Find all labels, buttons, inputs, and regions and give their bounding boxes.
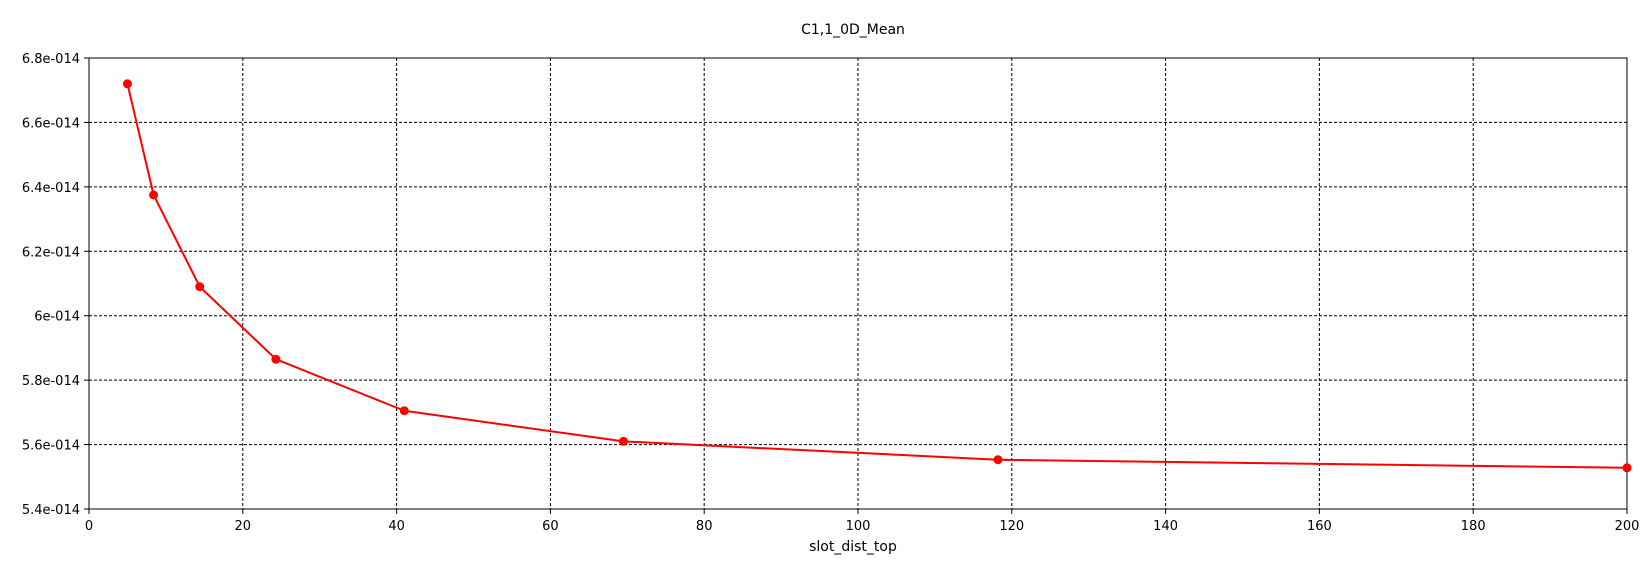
x-tick-label: 20 (235, 519, 252, 534)
y-tick-label: 5.4e-014 (22, 503, 80, 518)
x-tick-label: 200 (1615, 519, 1640, 534)
x-tick-label: 0 (85, 519, 93, 534)
x-tick-label: 120 (999, 519, 1024, 534)
x-axis-label: slot_dist_top (809, 539, 897, 555)
series-layer (122, 79, 1632, 473)
chart-title: C1,1_0D_Mean (801, 22, 905, 38)
x-tick-label: 40 (388, 519, 405, 534)
y-tick-label: 5.6e-014 (22, 439, 80, 454)
y-tick-label: 6.2e-014 (22, 245, 80, 260)
y-tick-label: 6.8e-014 (22, 52, 80, 67)
tick-layer: 0 20 40 60 80 100 120 140 160 180 200 5.4e-014 5.6e-… (22, 52, 1640, 534)
x-tick-label: 160 (1307, 519, 1332, 534)
x-tick-label: 180 (1461, 519, 1486, 534)
y-tick-label: 6.6e-014 (22, 116, 80, 131)
data-point (618, 436, 628, 446)
y-tick-label: 6e-014 (34, 310, 80, 325)
y-tick-label: 5.8e-014 (22, 374, 80, 389)
data-point (399, 406, 409, 416)
data-point (122, 79, 132, 89)
series-line (126, 83, 1628, 469)
grid-layer (89, 58, 1627, 509)
data-point (993, 455, 1003, 465)
data-point (149, 190, 159, 200)
y-tick-label: 6.4e-014 (22, 181, 80, 196)
data-point (195, 282, 205, 292)
x-tick-label: 140 (1153, 519, 1178, 534)
x-tick-label: 80 (696, 519, 713, 534)
x-tick-label: 100 (846, 519, 871, 534)
data-point (271, 354, 281, 364)
data-point (1622, 463, 1632, 473)
x-tick-label: 60 (542, 519, 559, 534)
